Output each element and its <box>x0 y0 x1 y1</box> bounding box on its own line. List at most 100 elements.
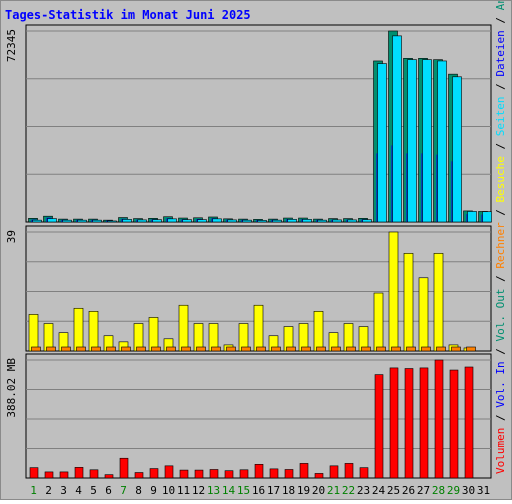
legend-separator: / <box>494 269 507 289</box>
bar-rechner-day-19 <box>301 346 311 352</box>
legend-entry-seiten: Seiten <box>494 96 507 136</box>
bar-seiten-day-20 <box>317 219 327 223</box>
bar-seiten-day-6 <box>107 220 117 223</box>
x-tick-label-day-1: 1 <box>30 484 37 497</box>
panel-top-ymax-label: 72345 <box>5 29 18 62</box>
bar-volumen-day-10 <box>164 465 174 479</box>
bar-besuche-day-16 <box>253 304 264 352</box>
bar-rechner-day-27 <box>421 346 431 352</box>
x-tick-label-day-31: 31 <box>477 484 490 497</box>
x-tick-label-day-9: 9 <box>150 484 157 497</box>
bar-volumen-day-24 <box>374 374 384 479</box>
bar-volumen-day-11 <box>179 469 189 479</box>
bar-seiten-day-2 <box>47 218 57 223</box>
bar-rechner-day-22 <box>346 346 356 352</box>
bar-rechner-day-11 <box>181 346 191 352</box>
bar-seiten-day-10 <box>167 218 177 223</box>
bar-rechner-day-9 <box>151 346 161 352</box>
bar-rechner-day-18 <box>286 346 296 352</box>
bar-volumen-day-30 <box>464 366 474 479</box>
bar-besuche-day-4 <box>73 307 84 352</box>
bar-besuche-day-26 <box>403 253 414 352</box>
x-tick-label-day-7: 7 <box>120 484 127 497</box>
bar-rechner-day-4 <box>76 346 86 352</box>
bar-volumen-day-27 <box>419 367 429 479</box>
bar-seiten-day-24 <box>377 63 387 223</box>
bar-volumen-day-26 <box>404 368 414 479</box>
x-tick-label-day-24: 24 <box>372 484 386 497</box>
x-tick-label-day-8: 8 <box>135 484 142 497</box>
bar-seiten-day-11 <box>182 219 192 223</box>
legend-entry-vol-out: Vol. Out <box>494 289 507 342</box>
chart-title: Tages-Statistik im Monat Juni 2025 <box>5 8 251 22</box>
legend-entry-anfragen: Anfragen <box>494 1 507 10</box>
bar-volumen-day-25 <box>389 367 399 479</box>
bar-rechner-day-30 <box>466 346 476 352</box>
bar-rechner-day-13 <box>211 346 221 352</box>
x-tick-label-day-25: 25 <box>387 484 400 497</box>
bar-rechner-day-1 <box>31 346 41 352</box>
bar-volumen-day-18 <box>284 469 294 479</box>
bar-besuche-day-20 <box>313 311 324 352</box>
bar-seiten-day-21 <box>332 219 342 223</box>
bar-volumen-day-12 <box>194 469 204 479</box>
legend-entry-rechner: Rechner <box>494 222 507 269</box>
x-tick-label-day-5: 5 <box>90 484 97 497</box>
legend-entry-volumen: Volumen <box>494 428 507 474</box>
bar-volumen-day-13 <box>209 469 219 479</box>
bar-seiten-day-15 <box>242 219 252 223</box>
bar-volumen-day-21 <box>329 465 339 479</box>
bar-seiten-day-5 <box>92 219 102 223</box>
x-tick-label-day-11: 11 <box>177 484 190 497</box>
x-tick-label-day-16: 16 <box>252 484 265 497</box>
bar-rechner-day-17 <box>271 346 281 352</box>
x-tick-label-day-2: 2 <box>45 484 52 497</box>
bar-rechner-day-21 <box>331 346 341 352</box>
bar-volumen-day-17 <box>269 468 279 479</box>
x-tick-label-day-19: 19 <box>297 484 310 497</box>
x-tick-label-day-20: 20 <box>312 484 325 497</box>
bar-seiten-day-31 <box>482 211 492 223</box>
x-tick-label-day-23: 23 <box>357 484 370 497</box>
bar-volumen-day-3 <box>59 471 69 479</box>
x-tick-label-day-28: 28 <box>432 484 445 497</box>
bar-besuche-day-1 <box>28 314 39 352</box>
bar-rechner-day-29 <box>451 346 461 352</box>
bar-volumen-day-8 <box>134 472 144 479</box>
bar-seiten-day-30 <box>467 211 477 223</box>
x-tick-label-day-17: 17 <box>267 484 280 497</box>
bar-seiten-day-18 <box>287 219 297 223</box>
bar-volumen-day-4 <box>74 467 84 479</box>
bar-rechner-day-25 <box>391 346 401 352</box>
bar-rechner-day-20 <box>316 346 326 352</box>
panel-bot-frame <box>25 353 492 479</box>
bar-seiten-day-23 <box>362 219 372 223</box>
bar-volumen-day-19 <box>299 463 309 479</box>
bar-seiten-day-16 <box>257 220 267 223</box>
legend-entry-besuche: Besuche <box>494 156 507 202</box>
x-tick-label-day-15: 15 <box>237 484 250 497</box>
bar-volumen-day-22 <box>344 463 354 479</box>
x-tick-label-day-29: 29 <box>447 484 460 497</box>
bar-seiten-day-4 <box>77 219 87 223</box>
bar-volumen-day-23 <box>359 467 369 479</box>
bar-volumen-day-28 <box>434 359 444 479</box>
panel-mid-ymax-label: 39 <box>5 230 18 243</box>
bar-seiten-day-28 <box>437 60 447 223</box>
legend: Volumen / Vol. In / Vol. Out / Rechner /… <box>494 1 507 474</box>
bar-rechner-day-7 <box>121 346 131 352</box>
bar-besuche-day-9 <box>148 317 159 352</box>
legend-separator: / <box>494 136 507 156</box>
bar-rechner-day-10 <box>166 346 176 352</box>
bar-rechner-day-8 <box>136 346 146 352</box>
bar-volumen-day-20 <box>314 473 324 479</box>
bar-besuche-day-5 <box>88 311 99 352</box>
bar-volumen-day-14 <box>224 470 234 479</box>
bar-seiten-day-7 <box>122 219 132 223</box>
bar-volumen-day-5 <box>89 469 99 479</box>
bar-volumen-day-1 <box>29 467 39 479</box>
legend-separator: / <box>494 202 507 222</box>
bar-besuche-day-28 <box>433 253 444 352</box>
